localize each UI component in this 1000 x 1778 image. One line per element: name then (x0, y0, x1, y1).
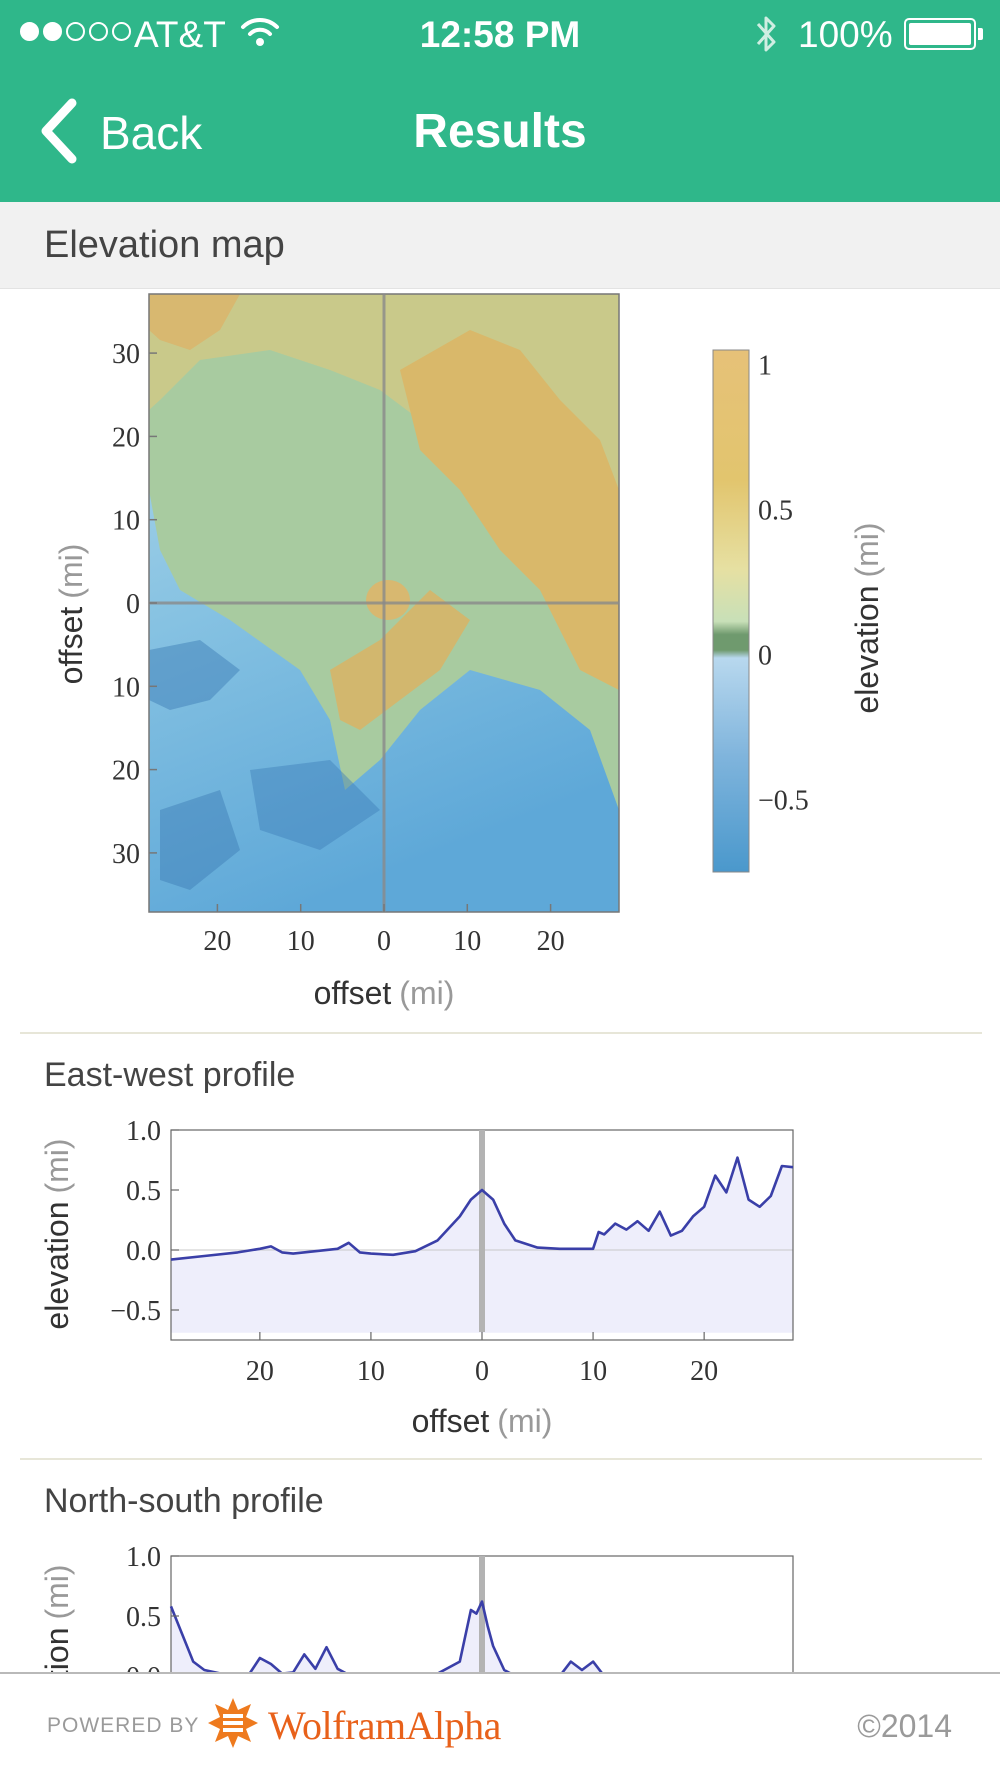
app-header: AT&T 12:58 PM 100% Back Results (0, 0, 1000, 202)
powered-by-label: POWERED BY (47, 1714, 200, 1737)
bluetooth-icon (752, 12, 780, 61)
status-time: 12:58 PM (419, 14, 581, 55)
back-button[interactable]: Back (38, 96, 202, 170)
east-west-profile-chart[interactable]: 1.0 0.5 0.0 −0.5 20 10 0 10 20 offset (mi) elevatio… (0, 1110, 1000, 1450)
profile-line (170, 1156, 794, 1261)
y-tick-label: 1.0 (126, 1542, 161, 1573)
y-tick-label: 1.0 (126, 1116, 161, 1147)
y-tick-label: −0.5 (110, 1296, 161, 1327)
map-y-tick-label: 30 (112, 339, 140, 370)
map-x-tick-label: 0 (377, 926, 391, 957)
section-title-east-west[interactable]: East-west profile (44, 1056, 296, 1094)
x-tick-label: 0 (475, 1356, 489, 1387)
brand-name: WolframAlpha (268, 1703, 501, 1748)
map-y-tick-label: 20 (112, 756, 140, 787)
map-xlabel: offset (mi) (314, 975, 455, 1011)
battery-icon (904, 18, 976, 50)
section-header-elevation-map: Elevation map (0, 202, 1000, 289)
map-y-tick-label: 0 (126, 589, 140, 620)
carrier-name: AT&T (134, 14, 226, 55)
y-tick-label: 0.5 (126, 1176, 161, 1207)
y-tick-label: 0.0 (126, 1662, 161, 1672)
back-label: Back (100, 107, 203, 159)
colorbar-label: elevation(mi) (849, 522, 885, 713)
status-bar: AT&T 12:58 PM 100% (0, 0, 1000, 70)
section-divider (20, 1458, 982, 1460)
map-y-tick-label: 20 (112, 422, 140, 453)
map-y-tick-label: 10 (112, 506, 140, 537)
y-axis-label: elevation(mi) (39, 1564, 75, 1672)
wolframalpha-logo[interactable]: WolframAlpha (206, 1696, 501, 1755)
section-title-north-south[interactable]: North-south profile (44, 1482, 324, 1520)
colorbar-tick-label: 1 (758, 351, 772, 382)
north-south-profile-chart[interactable]: 1.0 0.5 0.0 elevation(mi) (0, 1536, 1000, 1672)
battery-percent: 100% (798, 14, 893, 55)
chevron-left-icon (38, 97, 80, 170)
y-tick-label: 0.0 (126, 1236, 161, 1267)
map-x-tick-label: 20 (537, 926, 565, 957)
map-x-tick-label: 10 (287, 926, 315, 957)
x-tick-label: 10 (357, 1356, 385, 1387)
map-x-tick-label: 10 (453, 926, 481, 957)
profile-area (171, 1601, 602, 1672)
signal-strength-icon (20, 22, 131, 41)
colorbar (712, 349, 750, 873)
colorbar-tick-label: 0 (758, 641, 772, 672)
map-y-tick-label: 10 (112, 672, 140, 703)
section-title[interactable]: Elevation map (44, 224, 285, 266)
profile-line (169, 1600, 603, 1672)
y-tick-label: 0.5 (126, 1602, 161, 1633)
wifi-icon (240, 16, 280, 53)
page-title: Results (413, 105, 587, 158)
colorbar-tick-label: 0.5 (758, 496, 793, 527)
map-x-tick-label: 20 (203, 926, 231, 957)
x-tick-label: 20 (246, 1356, 274, 1387)
x-axis-label: offset (mi) (412, 1403, 553, 1439)
footer: POWERED BY WolframAlpha ©2014 (0, 1672, 1000, 1778)
colorbar-tick-label: −0.5 (758, 786, 809, 817)
y-axis-label: elevation(mi) (39, 1138, 75, 1329)
wolfram-spikey-icon (206, 1696, 260, 1755)
x-tick-label: 20 (690, 1356, 718, 1387)
map-y-tick-label: 30 (112, 839, 140, 870)
section-divider (20, 1032, 982, 1034)
x-tick-label: 10 (579, 1356, 607, 1387)
copyright: ©2014 (857, 1708, 952, 1744)
map-ylabel: offset(mi) (53, 544, 89, 685)
